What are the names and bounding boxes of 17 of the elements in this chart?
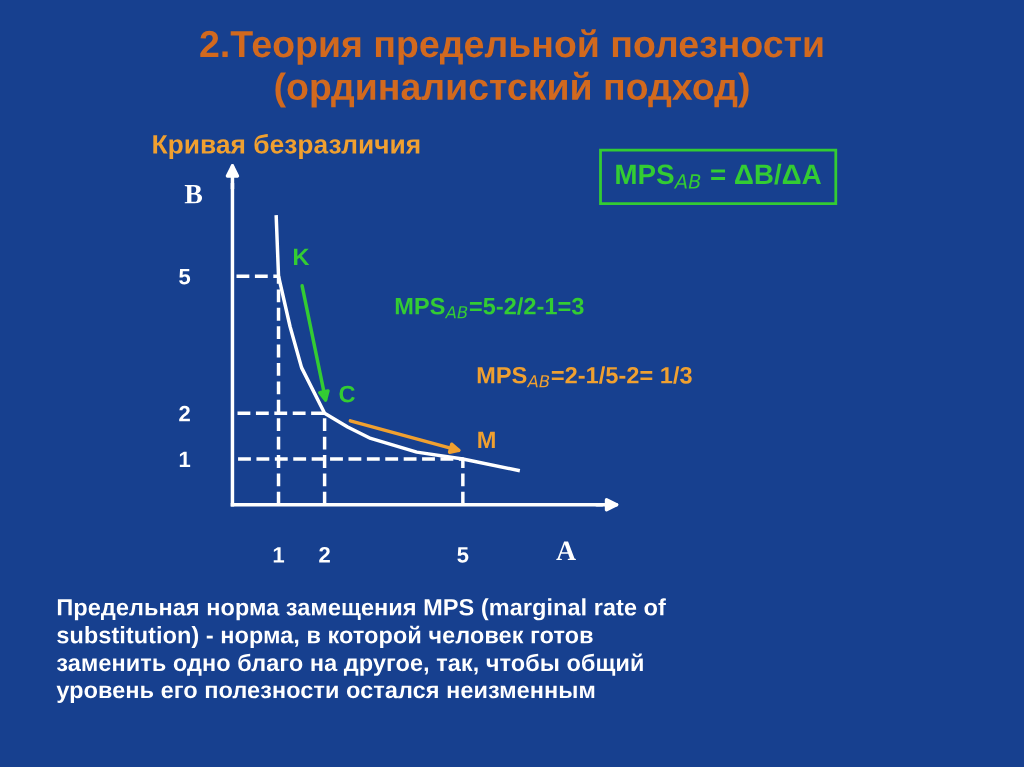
y-axis-title: B	[184, 185, 203, 204]
annotation: M	[478, 431, 495, 448]
text: MPS$_{AB}$ = ΔB/ΔA	[616, 163, 821, 189]
annotation: C	[339, 385, 355, 403]
y-tick-label: 2	[179, 405, 190, 422]
y-tick-label: 1	[179, 451, 191, 468]
x-tick-label: 2	[319, 546, 330, 563]
text: Предельная норма замещения MPS (marginal rate of substitution) - норма, в которой человек готов заменить одно благо на другое, так, чтобы общий уровень его полезности остался неизменным	[56, 598, 666, 703]
x-axis-title: A	[556, 541, 576, 560]
x-tick-label: 5	[457, 547, 469, 563]
x-tick-label: 1	[273, 547, 285, 563]
chart-subtitle: Кривая безразличия	[153, 134, 420, 159]
annotation: MPS$_{AB}$=5-2/2-1=3	[395, 297, 584, 319]
annotation: K	[294, 248, 310, 266]
annotation: MPS$_{AB}$=2-1/5-2= 1/3	[477, 366, 692, 388]
y-tick-label: 5	[179, 268, 191, 285]
chart-title: 2.Теория предельной полезности (ординалистский подход)	[200, 29, 823, 108]
